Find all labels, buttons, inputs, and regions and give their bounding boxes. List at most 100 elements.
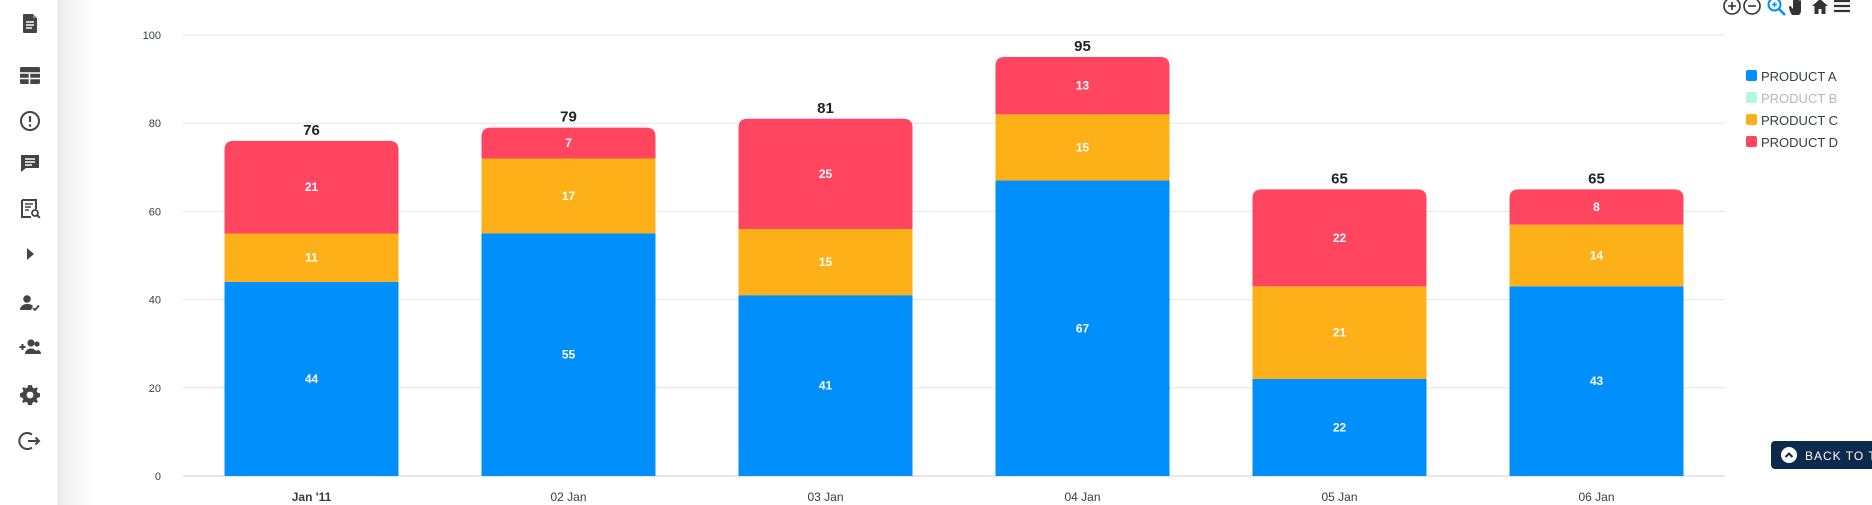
- data-label: 22: [1333, 420, 1347, 434]
- data-label: 67: [1076, 321, 1090, 335]
- zoom-out-button[interactable]: [1742, 0, 1762, 16]
- bar-segment: [1509, 224, 1684, 287]
- bar-segment: [738, 229, 913, 296]
- data-label: 22: [1333, 231, 1347, 245]
- sidebar-item-documents[interactable]: [17, 11, 43, 37]
- bar-segment: [1252, 378, 1427, 476]
- total-label: 79: [560, 109, 577, 126]
- bar-segment: [995, 180, 1170, 476]
- x-tick-label: 04 Jan: [1064, 490, 1100, 504]
- x-tick-label: 05 Jan: [1321, 490, 1357, 504]
- message-icon: [21, 155, 39, 172]
- reset-home-button[interactable]: [1810, 0, 1830, 16]
- data-label: 13: [1076, 79, 1090, 93]
- selection-zoom-button[interactable]: [1766, 0, 1786, 16]
- y-tick-label: 0: [155, 471, 161, 483]
- bar-segment: [1509, 286, 1684, 476]
- x-tick-label: 02 Jan: [550, 490, 586, 504]
- data-label: 15: [819, 255, 833, 269]
- legend-label: PRODUCT C: [1761, 113, 1839, 128]
- bar-segment: [738, 295, 913, 476]
- sidebar-item-logout[interactable]: [17, 428, 43, 454]
- bar-segment: [224, 233, 399, 282]
- data-label: 55: [562, 348, 576, 362]
- zoom-out-icon: [1743, 0, 1761, 15]
- chart-toolbar: [0, 0, 1872, 18]
- data-label: 41: [819, 379, 833, 393]
- y-tick-label: 40: [149, 295, 161, 307]
- back-to-top-button[interactable]: BACK TO T: [1771, 441, 1872, 469]
- data-label: 17: [562, 189, 576, 203]
- sidebar-item-alerts[interactable]: [17, 108, 43, 134]
- bar-segment: [481, 158, 656, 234]
- sidebar: [0, 0, 59, 505]
- reset-home-icon: [1812, 0, 1828, 14]
- bar-segment: [738, 118, 913, 230]
- legend-swatch: [1746, 70, 1757, 81]
- legend-label: PRODUCT B: [1761, 91, 1838, 106]
- sidebar-item-user-check[interactable]: [17, 290, 43, 316]
- data-label: 11: [305, 251, 318, 265]
- bar-segment: [481, 127, 656, 159]
- bar-segment: [1252, 286, 1427, 379]
- data-label: 25: [819, 167, 833, 181]
- bar-segment: [224, 140, 399, 234]
- sidebar-item-messages[interactable]: [17, 150, 43, 176]
- y-tick-label: 60: [149, 206, 161, 218]
- chevron-up-icon: [1781, 447, 1797, 463]
- selection-zoom-icon: [1767, 0, 1786, 16]
- bar-segment: [995, 114, 1170, 181]
- legend-swatch: [1746, 92, 1757, 103]
- back-to-top-label: BACK TO T: [1805, 449, 1872, 463]
- table-icon: [20, 67, 40, 84]
- bar-segment: [995, 57, 1170, 115]
- data-label: 7: [565, 136, 572, 150]
- alert-icon: [20, 111, 40, 131]
- data-label: 43: [1590, 374, 1604, 388]
- sidebar-item-table[interactable]: [17, 63, 43, 89]
- pan-icon: [1789, 0, 1801, 15]
- x-tick-label: 06 Jan: [1578, 490, 1614, 504]
- pan-button[interactable]: [1786, 0, 1806, 16]
- data-label: 8: [1593, 200, 1600, 214]
- menu-button[interactable]: [1832, 0, 1852, 16]
- sidebar-shadow: [59, 0, 95, 505]
- y-tick-label: 100: [143, 30, 161, 42]
- total-label: 65: [1331, 170, 1348, 187]
- data-label: 14: [1590, 249, 1604, 263]
- menu-icon: [1834, 0, 1850, 13]
- bar-segment: [481, 233, 656, 476]
- data-label: 21: [1333, 326, 1347, 340]
- settings-icon: [20, 385, 41, 406]
- report-search-icon: [21, 199, 41, 219]
- sidebar-item-expand[interactable]: [17, 241, 43, 267]
- total-label: 65: [1588, 170, 1605, 187]
- y-tick-label: 80: [149, 118, 161, 130]
- legend-swatch: [1746, 114, 1757, 125]
- data-label: 15: [1076, 140, 1090, 154]
- zoom-in-icon: [1723, 0, 1741, 15]
- bar-segment: [1252, 189, 1427, 287]
- data-label: 44: [305, 372, 319, 386]
- stacked-bar-chart: 0 20 40 60 80 100 44 11 21 76 Jan '11 55 17 7 79 02 Jan…: [143, 30, 1725, 504]
- bar-segment: [1509, 189, 1684, 225]
- y-tick-label: 20: [149, 383, 161, 395]
- sidebar-item-settings[interactable]: [17, 382, 43, 408]
- zoom-in-button[interactable]: [1722, 0, 1742, 16]
- group-add-icon: [19, 339, 41, 354]
- play-arrow-icon: [27, 248, 34, 260]
- sidebar-item-report-search[interactable]: [17, 196, 43, 222]
- bar-segment: [224, 281, 399, 476]
- legend-label: PRODUCT D: [1761, 135, 1839, 150]
- legend-label: PRODUCT A: [1761, 69, 1837, 84]
- total-label: 76: [303, 122, 320, 139]
- document-icon: [23, 14, 37, 33]
- user-check-icon: [20, 295, 40, 312]
- data-label: 21: [305, 180, 319, 194]
- legend-swatch: [1746, 136, 1757, 147]
- x-tick-label: 03 Jan: [807, 490, 843, 504]
- logout-icon: [18, 432, 41, 450]
- sidebar-item-group-add[interactable]: [17, 334, 43, 360]
- total-label: 81: [817, 100, 834, 117]
- x-tick-label: Jan '11: [292, 490, 332, 504]
